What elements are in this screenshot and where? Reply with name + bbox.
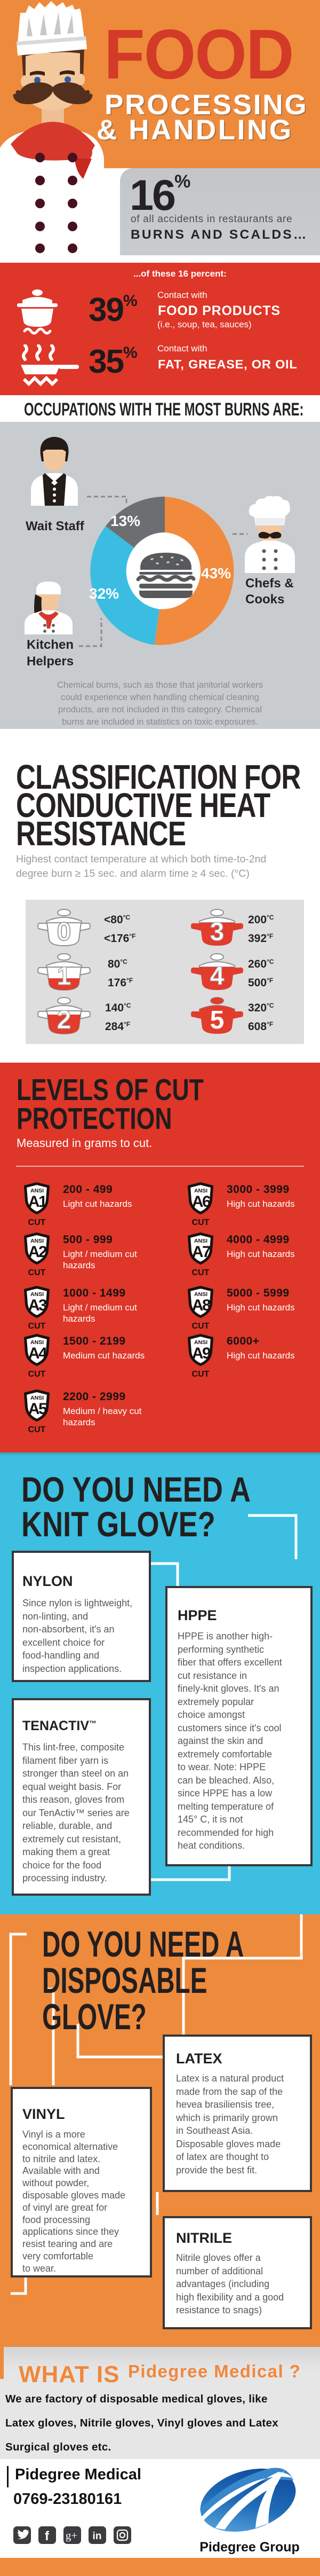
- svg-text:1: 1: [57, 962, 71, 991]
- svg-text:ANSI: ANSI: [30, 1395, 44, 1401]
- svg-text:CUT: CUT: [28, 1322, 46, 1331]
- svg-text:ANSI: ANSI: [30, 1339, 44, 1346]
- svg-text:CUT: CUT: [28, 1370, 46, 1379]
- svg-text:CUT: CUT: [28, 1425, 46, 1434]
- svg-text:g+: g+: [66, 2529, 77, 2542]
- svg-text:A8: A8: [192, 1297, 211, 1314]
- svg-text:ANSI: ANSI: [194, 1188, 207, 1194]
- svg-text:CUT: CUT: [192, 1268, 210, 1277]
- svg-text:CUT: CUT: [28, 1218, 46, 1227]
- svg-text:CUT: CUT: [28, 1268, 46, 1277]
- svg-text:2: 2: [57, 1006, 71, 1034]
- svg-text:A1: A1: [28, 1193, 47, 1211]
- svg-text:Pidegree Group: Pidegree Group: [199, 2540, 300, 2555]
- svg-text:ANSI: ANSI: [194, 1339, 207, 1346]
- svg-text:ANSI: ANSI: [194, 1238, 207, 1244]
- svg-text:A4: A4: [28, 1345, 47, 1362]
- svg-text:A9: A9: [192, 1345, 211, 1362]
- svg-text:f: f: [45, 2529, 50, 2543]
- svg-text:3: 3: [210, 918, 225, 946]
- svg-text:A7: A7: [192, 1243, 211, 1261]
- svg-text:ANSI: ANSI: [30, 1291, 44, 1298]
- svg-text:A5: A5: [28, 1400, 47, 1418]
- svg-text:4: 4: [210, 962, 225, 991]
- svg-text:A3: A3: [28, 1297, 47, 1314]
- svg-text:A6: A6: [192, 1193, 211, 1211]
- svg-text:A2: A2: [28, 1243, 47, 1261]
- svg-text:ANSI: ANSI: [194, 1291, 207, 1298]
- svg-text:ANSI: ANSI: [30, 1238, 44, 1244]
- svg-text:in: in: [93, 2531, 102, 2542]
- svg-text:CUT: CUT: [192, 1322, 210, 1331]
- svg-text:CUT: CUT: [192, 1218, 210, 1227]
- svg-text:CUT: CUT: [192, 1370, 210, 1379]
- svg-text:0: 0: [57, 918, 71, 946]
- svg-text:ANSI: ANSI: [30, 1188, 44, 1194]
- svg-text:5: 5: [210, 1006, 225, 1034]
